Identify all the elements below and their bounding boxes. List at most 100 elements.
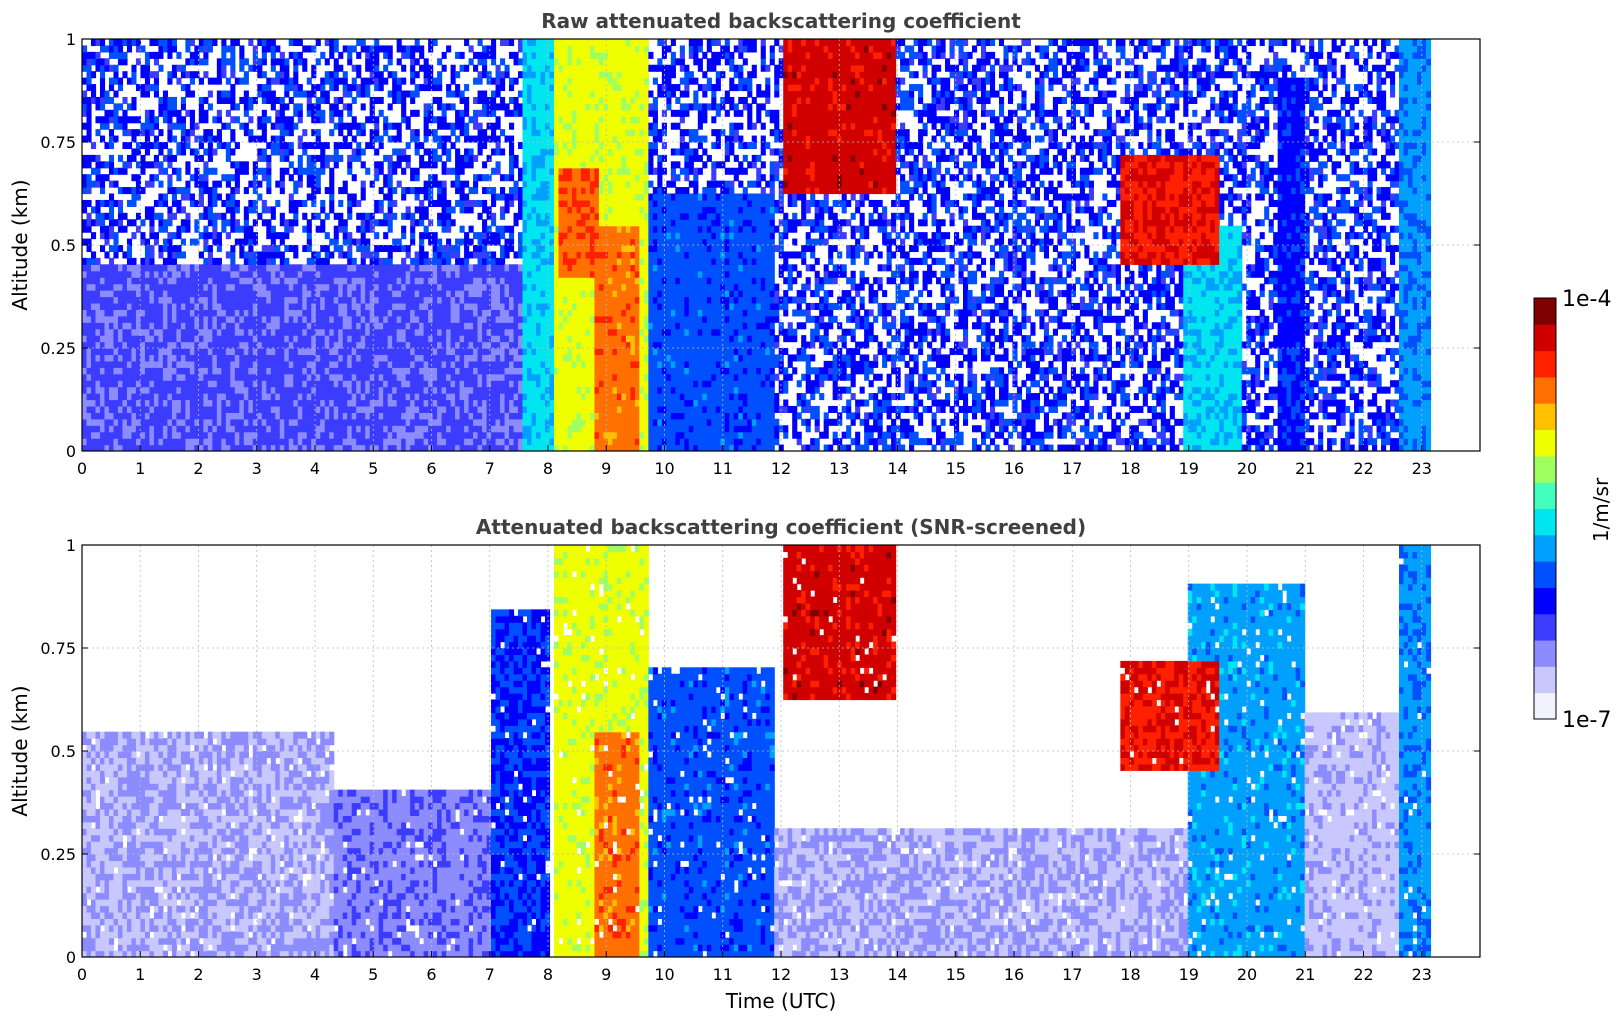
- heatmap-cell: [410, 187, 415, 194]
- heatmap-cell: [100, 84, 105, 91]
- heatmap-cell: [424, 213, 429, 220]
- heatmap-cell: [113, 239, 118, 246]
- heatmap-cell: [109, 206, 114, 213]
- heatmap-cell: [113, 380, 118, 387]
- heatmap-cell: [415, 400, 420, 407]
- heatmap-cell: [266, 412, 271, 419]
- heatmap-cell: [275, 329, 280, 336]
- heatmap-cell: [86, 155, 91, 162]
- heatmap-cell: [239, 97, 244, 104]
- panel-title: Raw attenuated backscattering coefficien…: [541, 9, 1021, 33]
- heatmap-cell: [509, 400, 514, 407]
- heatmap-cell: [320, 226, 325, 233]
- heatmap-cell: [415, 432, 420, 439]
- heatmap-cell: [172, 245, 177, 252]
- heatmap-cell: [523, 348, 528, 355]
- heatmap-cell: [505, 354, 510, 361]
- heatmap-cell: [401, 406, 406, 413]
- heatmap-cell: [284, 290, 289, 297]
- heatmap-cell: [257, 361, 262, 368]
- heatmap-cell: [266, 309, 271, 316]
- heatmap-cell: [383, 129, 388, 136]
- heatmap-cell: [311, 297, 316, 304]
- heatmap-cell: [190, 129, 195, 136]
- heatmap-cell: [347, 297, 352, 304]
- heatmap-cell: [383, 400, 388, 407]
- heatmap-cell: [437, 361, 442, 368]
- heatmap-cell: [109, 226, 114, 233]
- heatmap-cell: [248, 380, 253, 387]
- heatmap-cell: [379, 78, 384, 85]
- heatmap-cell: [464, 232, 469, 239]
- heatmap-cell: [496, 116, 501, 123]
- heatmap-cell: [388, 335, 393, 342]
- heatmap-cell: [181, 206, 186, 213]
- heatmap-cell: [514, 264, 519, 271]
- heatmap-cell: [460, 342, 465, 349]
- heatmap-cell: [442, 251, 447, 258]
- heatmap-cell: [482, 136, 487, 143]
- heatmap-cell: [271, 52, 276, 59]
- heatmap-cell: [469, 161, 474, 168]
- heatmap-cell: [154, 84, 159, 91]
- heatmap-cell: [172, 136, 177, 143]
- heatmap-cell: [523, 387, 528, 394]
- heatmap-cell: [113, 412, 118, 419]
- heatmap-cell: [343, 329, 348, 336]
- heatmap-cell: [523, 123, 528, 130]
- heatmap-cell: [433, 129, 438, 136]
- heatmap-cell: [203, 39, 208, 46]
- heatmap-cell: [374, 322, 379, 329]
- heatmap-cell: [244, 348, 249, 355]
- heatmap-cell: [496, 271, 501, 278]
- heatmap-cell: [392, 400, 397, 407]
- heatmap-cell: [262, 412, 267, 419]
- heatmap-cell: [527, 284, 532, 291]
- heatmap-cell: [415, 425, 420, 432]
- heatmap-cell: [527, 329, 532, 336]
- heatmap-cell: [496, 322, 501, 329]
- heatmap-cell: [338, 110, 343, 117]
- heatmap-cell: [415, 438, 420, 445]
- heatmap-cell: [527, 71, 532, 78]
- heatmap-cell: [203, 58, 208, 65]
- heatmap-cell: [311, 194, 316, 201]
- heatmap-cell: [406, 161, 411, 168]
- heatmap-cell: [307, 219, 312, 226]
- heatmap-cell: [410, 303, 415, 310]
- heatmap-cell: [446, 303, 451, 310]
- heatmap-cell: [158, 342, 163, 349]
- heatmap-cell: [293, 187, 298, 194]
- heatmap-cell: [104, 380, 109, 387]
- heatmap-cell: [392, 187, 397, 194]
- heatmap-cell: [298, 335, 303, 342]
- heatmap-cell: [536, 432, 541, 439]
- heatmap-cell: [532, 91, 537, 98]
- heatmap-cell: [82, 226, 87, 233]
- heatmap-cell: [185, 425, 190, 432]
- heatmap-cell: [392, 322, 397, 329]
- heatmap-cell: [86, 297, 91, 304]
- heatmap-cell: [352, 335, 357, 342]
- heatmap-cell: [410, 271, 415, 278]
- heatmap-cell: [95, 277, 100, 284]
- heatmap-cell: [532, 110, 537, 117]
- heatmap-cell: [140, 142, 145, 149]
- heatmap-cell: [109, 316, 114, 323]
- heatmap-cell: [374, 116, 379, 123]
- heatmap-cell: [271, 213, 276, 220]
- heatmap-cell: [275, 251, 280, 258]
- heatmap-cell: [181, 142, 186, 149]
- heatmap-cell: [388, 393, 393, 400]
- heatmap-cell: [383, 219, 388, 226]
- heatmap-cell: [388, 387, 393, 394]
- heatmap-cell: [109, 97, 114, 104]
- heatmap-cell: [428, 342, 433, 349]
- heatmap-cell: [266, 277, 271, 284]
- heatmap-cell: [275, 361, 280, 368]
- heatmap-cell: [248, 226, 253, 233]
- heatmap-cell: [473, 367, 478, 374]
- heatmap-cell: [532, 438, 537, 445]
- heatmap-cell: [464, 374, 469, 381]
- heatmap-cell: [401, 380, 406, 387]
